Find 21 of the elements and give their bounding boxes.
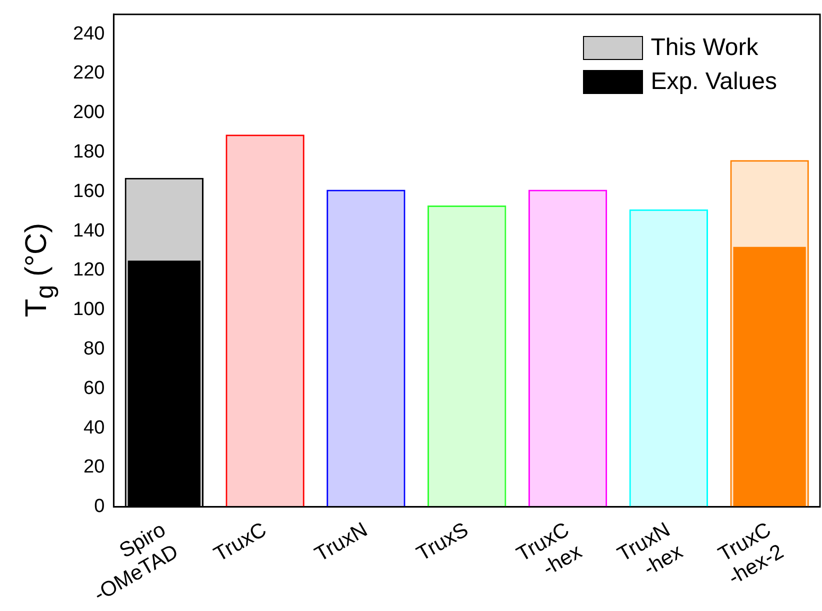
- bar: [629, 209, 708, 507]
- y-tick-label: 220: [73, 62, 105, 84]
- y-tick-label: 0: [94, 496, 105, 518]
- y-tick-label: 80: [84, 338, 105, 360]
- legend-label: This Work: [650, 34, 758, 62]
- x-tick-label: TruxS: [412, 518, 472, 566]
- y-tick-label: 160: [73, 180, 105, 202]
- bar: [528, 190, 608, 507]
- y-tick-label: 140: [73, 220, 105, 242]
- bar: [226, 134, 304, 507]
- y-tick-label: 60: [84, 378, 105, 399]
- y-tick-label: 200: [73, 102, 105, 124]
- bar: [326, 190, 406, 507]
- y-tick-label: 240: [73, 23, 105, 44]
- legend-label: Exp. Values: [650, 68, 777, 96]
- y-tick-label: 120: [73, 260, 105, 281]
- bar: [428, 205, 506, 507]
- y-tick-label: 180: [73, 142, 105, 163]
- y-tick-label: 40: [84, 417, 105, 438]
- y-tick-label: 100: [73, 299, 105, 320]
- y-tick-label: 20: [84, 456, 105, 478]
